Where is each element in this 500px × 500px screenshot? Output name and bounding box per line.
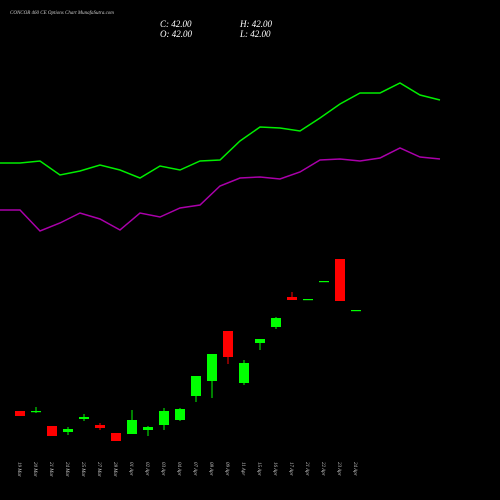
candle-body xyxy=(287,297,297,300)
candle-body xyxy=(303,299,313,301)
candle-body xyxy=(111,433,121,441)
candle-body xyxy=(335,259,345,301)
candle-body xyxy=(223,331,233,357)
candle-body xyxy=(63,429,73,432)
candle-body xyxy=(207,354,217,381)
x-tick-label: 04 Apr xyxy=(176,462,181,476)
x-tick-label: 23 Apr xyxy=(336,462,341,476)
x-tick-label: 21 Apr xyxy=(304,462,309,476)
x-tick-label: 15 Apr xyxy=(256,462,261,476)
x-tick-label: 07 Apr xyxy=(192,462,197,476)
x-tick-label: 01 Apr xyxy=(128,462,133,476)
x-tick-label: 24 Mar xyxy=(64,462,69,477)
x-tick-label: 09 Apr xyxy=(224,462,229,476)
x-tick-label: 02 Apr xyxy=(144,462,149,476)
candle-body xyxy=(159,411,169,425)
x-tick-label: 11 Apr xyxy=(240,462,245,475)
chart-title: CONCOR 460 CE Options Chart MunafaSutra.… xyxy=(10,11,114,16)
candle-body xyxy=(239,363,249,383)
high-label: H: 42.00 xyxy=(239,19,272,29)
candle-body xyxy=(31,411,41,413)
candle-body xyxy=(351,310,361,312)
candle-body xyxy=(95,425,105,428)
x-tick-label: 25 Mar xyxy=(80,462,85,477)
close-label: C: 42.00 xyxy=(160,19,192,29)
candle-body xyxy=(15,411,25,416)
x-tick-label: 28 Mar xyxy=(112,462,117,477)
x-tick-label: 19 Mar xyxy=(16,462,21,477)
x-tick-label: 17 Apr xyxy=(288,462,293,476)
x-tick-label: 22 Apr xyxy=(320,462,325,476)
candle-body xyxy=(143,427,153,430)
low-label: L: 42.00 xyxy=(239,29,271,39)
candle-body xyxy=(127,420,137,434)
x-tick-label: 21 Mar xyxy=(48,462,53,477)
candle-body xyxy=(271,318,281,327)
candle-body xyxy=(191,376,201,396)
x-tick-label: 27 Mar xyxy=(96,462,101,477)
indicator-line xyxy=(0,82,441,179)
candle-body xyxy=(319,281,329,283)
x-tick-label: 03 Apr xyxy=(160,462,165,476)
x-tick-label: 24 Apr xyxy=(352,462,357,476)
open-label: O: 42.00 xyxy=(160,29,192,39)
candle-body xyxy=(175,409,185,420)
candle-body xyxy=(79,417,89,419)
x-tick-label: 20 Mar xyxy=(32,462,37,477)
candle-body xyxy=(255,339,265,343)
x-tick-label: 16 Apr xyxy=(272,462,277,476)
indicator-line xyxy=(0,147,441,232)
x-tick-label: 08 Apr xyxy=(208,462,213,476)
candle-body xyxy=(47,426,57,436)
